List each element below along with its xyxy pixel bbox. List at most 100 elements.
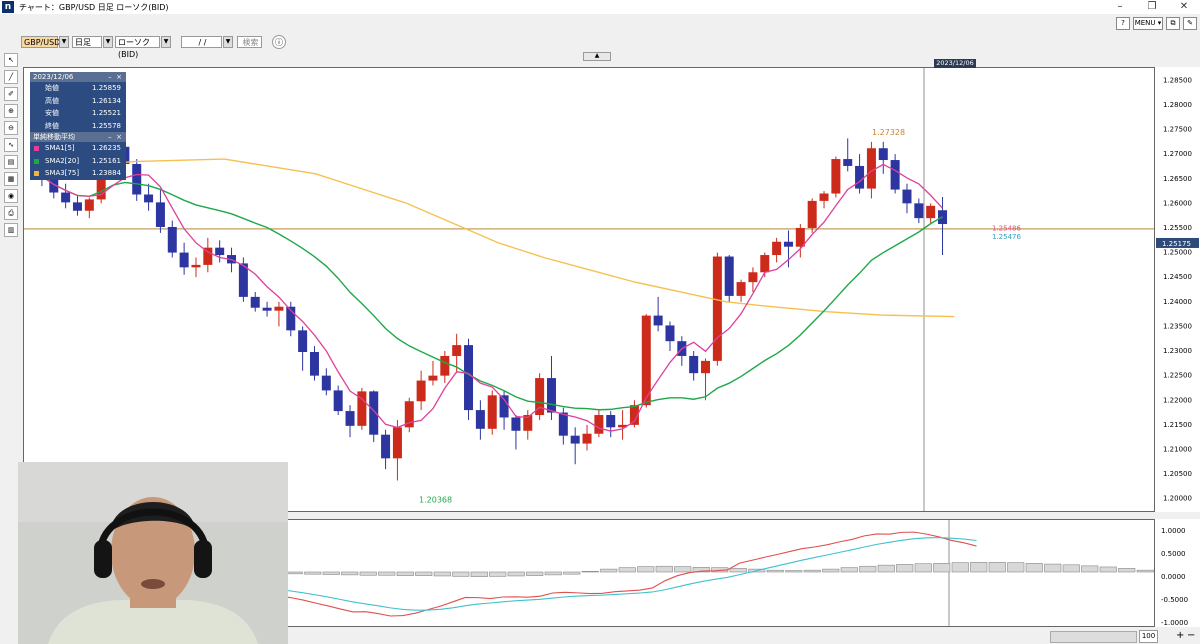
zoom-out-button[interactable]: − [1187,630,1196,641]
macd-histogram-bar [655,565,673,573]
indicator-icon[interactable]: ∿ [4,138,18,152]
candle-body [831,159,841,194]
candle-body [404,401,414,428]
candle-body [132,163,142,195]
all-draw-icon[interactable]: ✐ [4,87,18,101]
macd-histogram-bar [396,571,414,576]
eye-icon[interactable]: ◉ [4,189,18,203]
candle-body [475,410,485,429]
candle-body [416,380,426,402]
candle-body [701,360,711,374]
collapse-panel-button[interactable]: ▲ [583,52,611,61]
grid-icon[interactable]: ▦ [4,172,18,186]
sma-panel-title: 単純移動平均 [33,133,75,141]
macd-histogram-bar [489,571,507,577]
chart-type-dropdown-icon[interactable]: ▼ [161,36,171,48]
timeframe-dropdown-icon[interactable]: ▼ [103,36,113,48]
macd-histogram-bar [803,569,821,573]
price-tick-label: 1.25000 [1163,249,1192,257]
sma-row-2: SMA2[20] 1.25161 [30,155,126,168]
tech-icon[interactable]: ▤ [4,155,18,169]
macd-tick-label: -0.5000 [1161,596,1188,604]
ohlc-row-close: 終値 1.25578 [45,121,121,130]
macd-histogram-bar [600,568,618,573]
candle-body [665,325,675,342]
candle-body [523,415,533,431]
candle-body [440,355,450,376]
crosshair-date-label: 2023/12/06 [934,59,976,68]
ohlc-info-panel[interactable]: 2023/12/06 – × 始値 1.25859 高値 1.26134 安値 1.2… [30,72,126,180]
bottom-bar: 100 + − [0,628,1200,644]
macd-histogram-bar [1099,566,1117,573]
candle-body [843,159,853,166]
macd-histogram-bar [304,571,322,575]
price-b-label: 1.25476 [992,233,1021,241]
candle-body [428,375,438,381]
info-panel-header: 2023/12/06 – × [30,72,126,82]
macd-histogram-bar [933,563,951,573]
chart-type-select[interactable]: ローソク(BID) [115,36,160,59]
info-icon[interactable]: ⓘ [272,35,286,49]
macd-histogram-bar [785,570,803,573]
candle-body [464,345,474,411]
date-input[interactable]: / / [181,36,222,48]
macd-tick-label: 0.5000 [1161,550,1186,558]
price-axis: 1.28500 1.28000 1.27500 1.27000 1.26500 1.260… [1155,67,1200,512]
macd-histogram-bar [581,570,599,573]
main-chart[interactable]: 1.27328 1.20368 1.25486 1.25476 [23,67,1155,512]
print-icon[interactable]: ⎙ [4,206,18,220]
currency-pair-dropdown-icon[interactable]: ▼ [59,36,69,48]
help-button[interactable]: ? [1116,17,1130,30]
low-annotation: 1.20368 [419,496,452,505]
minimize-icon[interactable]: – [1117,1,1123,12]
cursor-icon[interactable]: ↖ [4,53,18,67]
candle-body [286,306,296,331]
macd-tick-label: 0.0000 [1161,573,1186,581]
trendline-icon[interactable]: ╱ [4,70,18,84]
candle-body [546,378,556,413]
price-tick-label: 1.20000 [1163,495,1192,503]
candle-body [689,355,699,374]
candle-body [191,264,201,268]
pencil-icon[interactable]: ✎ [1183,17,1197,30]
restore-icon[interactable]: ❐ [1147,1,1157,12]
candle-body [369,391,379,435]
detach-icon[interactable]: ⧉ [1166,17,1180,30]
timeframe-select[interactable]: 日足 [72,36,102,48]
price-tick-label: 1.26000 [1163,199,1192,207]
macd-histogram-bar [1025,563,1043,573]
macd-histogram-bar [840,567,858,573]
current-price-label: 1.25175 [1162,240,1191,248]
candle-body [866,148,876,189]
search-button[interactable]: 検索 [237,36,262,48]
zoom-in-button[interactable]: + [1176,630,1185,641]
zoom-out-icon[interactable]: ⊖ [4,121,18,135]
currency-pair-select[interactable]: GBP/USD [21,36,60,48]
horizontal-scrollbar[interactable] [1050,631,1137,643]
macd-histogram-bar [1062,564,1080,573]
candle-body [262,307,272,311]
candle-body [155,202,165,227]
macd-histogram-bar [988,561,1006,573]
drawing-toolbar: ↖ ╱ ✐ ⊕ ⊖ ∿ ▤ ▦ ◉ ⎙ ▥ [4,53,18,240]
macd-histogram-bar [1081,565,1099,573]
sma-panel-header: 単純移動平均 – × [30,132,126,142]
macd-tick-label: 1.0000 [1161,527,1186,535]
zoom-level-field[interactable]: 100 [1139,630,1158,643]
macd-histogram-bar [433,571,451,577]
macd-histogram-bar [563,571,581,575]
sma-row-1: SMA1[5] 1.26235 [30,142,126,155]
menu-button[interactable]: MENU ▾ [1133,17,1163,30]
candle-body [582,433,592,444]
macd-histogram-bar [618,567,636,573]
date-dropdown-icon[interactable]: ▼ [223,36,233,48]
zoom-in-icon[interactable]: ⊕ [4,104,18,118]
close-icon[interactable]: ✕ [1179,1,1189,12]
price-tick-label: 1.23500 [1163,322,1192,330]
sma-panel-controls-icon[interactable]: – × [108,133,122,141]
price-tick-label: 1.24500 [1163,273,1192,281]
info-panel-date: 2023/12/06 [33,73,74,81]
candle-body [819,193,829,201]
table-icon[interactable]: ▥ [4,223,18,237]
panel-controls-icon[interactable]: – × [108,73,122,81]
